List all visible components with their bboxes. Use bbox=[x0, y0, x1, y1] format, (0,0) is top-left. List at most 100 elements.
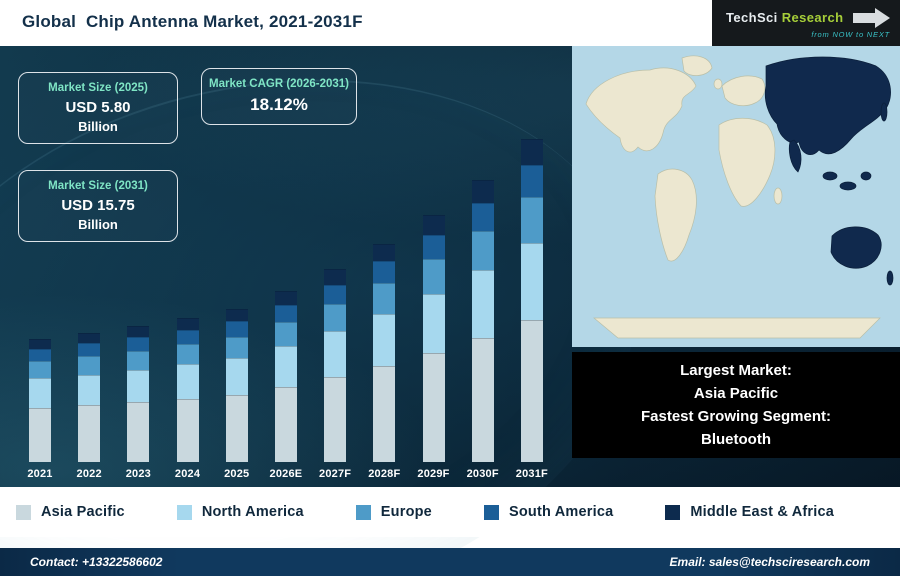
stat-value: USD 5.80 bbox=[65, 99, 131, 117]
x-axis-label-2025: 2025 bbox=[224, 468, 250, 480]
logo-arrow-tip-icon bbox=[875, 7, 890, 28]
legend-item-middle-east-africa: Middle East & Africa bbox=[665, 504, 834, 520]
bar-segment-2030F-europe bbox=[471, 230, 494, 271]
bar-2025 bbox=[225, 309, 248, 462]
bar-segment-2027F-north-america bbox=[324, 330, 347, 378]
bar-2026E bbox=[274, 291, 297, 462]
chart-legend: Asia Pacific North America Europe South … bbox=[0, 487, 900, 537]
footer-bar: Contact: +13322586602 Email: sales@techs… bbox=[0, 548, 900, 576]
market-highlight-box: Largest Market: Asia Pacific Fastest Gro… bbox=[572, 352, 900, 458]
bar-segment-2025-europe bbox=[225, 336, 248, 358]
bar-2027F bbox=[324, 269, 347, 462]
stat-box-market-size-2031: Market Size (2031) USD 15.75 Billion bbox=[18, 170, 178, 243]
bar-segment-2026E-south-america bbox=[274, 304, 297, 322]
stacked-bar-chart: 2021 2022 2023 2024 2025 2026E 2027F 2028F 2029F… bbox=[10, 46, 562, 480]
x-axis-label-2029F: 2029F bbox=[417, 468, 450, 480]
bar-segment-2030F-south-america bbox=[471, 202, 494, 231]
world-map-svg bbox=[572, 46, 900, 347]
legend-swatch-asia-pacific bbox=[16, 504, 31, 520]
legend-swatch-north-america bbox=[176, 504, 192, 520]
bar-segment-2027F-south-america bbox=[324, 284, 347, 304]
bars-row: 2021 2022 2023 2024 2025 2026E 2027F 2028F 2029F… bbox=[10, 46, 562, 480]
bar-segment-2025-asia-pacific bbox=[225, 394, 248, 462]
bar-segment-2028F-europe bbox=[373, 283, 396, 314]
bar-segment-2025-north-america bbox=[225, 357, 248, 395]
bar-segment-2028F-north-america bbox=[373, 313, 396, 366]
map-asia bbox=[764, 56, 891, 155]
bar-2024 bbox=[176, 318, 199, 462]
legend-label: Europe bbox=[380, 504, 432, 520]
bar-segment-2029F-europe bbox=[422, 259, 445, 294]
bar-2021 bbox=[29, 339, 51, 462]
bar-segment-2021-north-america bbox=[29, 378, 51, 408]
largest-market-label: Largest Market: bbox=[680, 361, 792, 379]
map-south-america bbox=[654, 168, 697, 262]
bar-segment-2023-asia-pacific bbox=[127, 402, 150, 462]
legend-swatch-middle-east-africa bbox=[665, 504, 681, 520]
bar-column-2025: 2025 bbox=[213, 309, 261, 480]
bar-segment-2028F-asia-pacific bbox=[373, 366, 396, 462]
bar-column-2027F: 2027F bbox=[311, 269, 359, 480]
bar-segment-2030F-asia-pacific bbox=[471, 337, 494, 462]
stat-box-market-cagr: Market CAGR (2026-2031) 18.12% bbox=[201, 68, 357, 126]
bar-segment-2022-asia-pacific bbox=[78, 405, 101, 462]
techsci-logo-row: TechSci Research bbox=[726, 7, 890, 28]
map-greenland bbox=[681, 55, 713, 76]
bar-2031F bbox=[520, 139, 543, 462]
bar-segment-2029F-middle-east-africa bbox=[422, 215, 445, 235]
x-axis-label-2021: 2021 bbox=[27, 468, 53, 480]
bar-2022 bbox=[78, 333, 101, 462]
map-new-zealand bbox=[886, 270, 894, 286]
map-india bbox=[788, 139, 802, 173]
legend-label: Middle East & Africa bbox=[690, 504, 835, 520]
stat-unit: Billion bbox=[78, 119, 118, 135]
map-africa bbox=[718, 117, 776, 207]
bar-column-2024: 2024 bbox=[164, 318, 212, 480]
x-axis-label-2030F: 2030F bbox=[466, 468, 499, 480]
bar-segment-2027F-middle-east-africa bbox=[324, 269, 347, 285]
bar-segment-2022-north-america bbox=[78, 374, 101, 406]
x-axis-label-2028F: 2028F bbox=[368, 468, 401, 480]
legend-swatch-south-america bbox=[483, 504, 499, 520]
largest-market-value: Asia Pacific bbox=[693, 384, 779, 402]
bar-segment-2023-europe bbox=[127, 350, 150, 370]
stat-unit: Billion bbox=[78, 217, 118, 233]
bar-2023 bbox=[127, 326, 150, 462]
x-axis-label-2023: 2023 bbox=[125, 468, 152, 480]
stat-label: Market CAGR (2026-2031) bbox=[209, 78, 349, 90]
x-axis-label-2031F: 2031F bbox=[515, 468, 548, 480]
bar-segment-2024-europe bbox=[176, 344, 199, 365]
legend-item-north-america: North America bbox=[176, 504, 304, 520]
x-axis-label-2026E: 2026E bbox=[269, 468, 303, 480]
page-title: Global Chip Antenna Market, 2021-2031F bbox=[22, 12, 363, 31]
stat-value: USD 15.75 bbox=[61, 197, 135, 215]
bar-segment-2029F-north-america bbox=[422, 294, 445, 354]
map-madagascar bbox=[773, 187, 783, 205]
stat-box-market-size-2025: Market Size (2025) USD 5.80 Billion bbox=[18, 72, 178, 145]
bar-segment-2021-south-america bbox=[29, 348, 51, 362]
techsci-logo: TechSci Research from NOW to NEXT bbox=[712, 0, 900, 46]
bar-column-2030F: 2030F bbox=[459, 180, 507, 480]
bar-segment-2029F-asia-pacific bbox=[422, 353, 445, 462]
bar-segment-2029F-south-america bbox=[422, 234, 445, 260]
bar-segment-2024-south-america bbox=[176, 329, 199, 344]
map-japan bbox=[880, 102, 888, 122]
legend-label: Asia Pacific bbox=[41, 504, 125, 520]
map-antarctica bbox=[593, 317, 881, 339]
bar-2028F bbox=[373, 244, 396, 462]
bar-column-2026E: 2026E bbox=[262, 291, 310, 480]
bar-column-2023: 2023 bbox=[114, 326, 162, 480]
bar-segment-2030F-middle-east-africa bbox=[471, 180, 494, 203]
bar-segment-2021-europe bbox=[29, 361, 51, 379]
map-sea-island bbox=[822, 171, 838, 181]
bar-segment-2026E-europe bbox=[274, 321, 297, 346]
bar-segment-2031F-asia-pacific bbox=[520, 319, 543, 462]
map-continents bbox=[585, 55, 881, 339]
fastest-segment-label: Fastest Growing Segment: bbox=[640, 408, 832, 425]
bar-column-2031F: 2031F bbox=[508, 139, 556, 480]
footer-email: Email: sales@techsciresearch.com bbox=[669, 555, 870, 569]
bar-segment-2030F-north-america bbox=[471, 270, 494, 338]
bar-segment-2022-south-america bbox=[78, 343, 101, 357]
legend-item-europe: Europe bbox=[355, 504, 432, 520]
stat-label: Market Size (2025) bbox=[48, 82, 148, 94]
